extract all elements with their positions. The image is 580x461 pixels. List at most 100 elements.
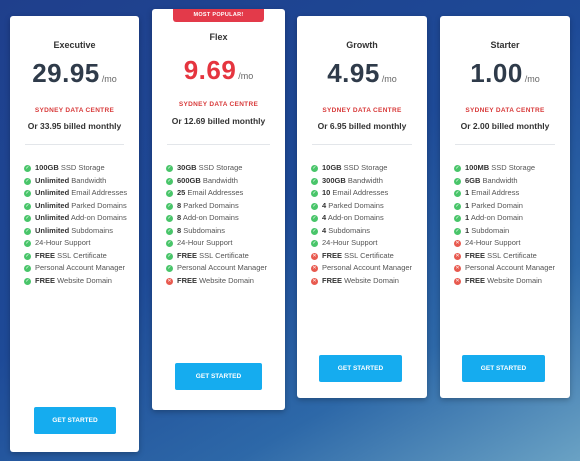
- plan-card-growth: Growth 4.95/mo SYDNEY DATA CENTRE Or 6.9…: [297, 16, 427, 398]
- feature-text: SSL Certificate: [342, 250, 394, 260]
- price-amount: 9.69: [183, 55, 237, 85]
- feature-item: ✕ FREE SSL Certificate: [454, 250, 564, 263]
- feature-item: ✓ Personal Account Manager: [24, 262, 133, 275]
- feature-highlight: FREE: [177, 275, 198, 285]
- feature-highlight: FREE: [35, 250, 56, 260]
- feature-highlight: Unlimited: [35, 213, 70, 222]
- feature-text: Bandwidth: [200, 175, 238, 185]
- feature-text: Parked Domains: [181, 200, 239, 210]
- check-icon: ✓: [24, 190, 31, 197]
- feature-text: Personal Account Manager: [177, 263, 268, 272]
- feature-highlight: 25: [177, 188, 186, 197]
- plan-price: 1.00/mo: [440, 58, 570, 89]
- price-period: /mo: [101, 74, 117, 84]
- feature-item: ✓ Unlimited Bandwidth: [24, 175, 133, 188]
- divider: [455, 144, 555, 145]
- check-icon: ✓: [24, 252, 31, 260]
- plan-name: Growth: [346, 40, 378, 50]
- check-icon: ✓: [311, 215, 318, 222]
- feature-list: ✓ 10GB SSD Storage ✓ 300GB Bandwidth ✓ 10 Ema…: [311, 162, 421, 287]
- get-started-button[interactable]: GET STARTED: [462, 355, 545, 382]
- feature-text: 24-Hour Support: [35, 238, 91, 247]
- data-centre-label: SYDNEY DATA CENTRE: [178, 101, 259, 108]
- feature-text: SSL Certificate: [485, 250, 537, 260]
- check-icon: ✓: [311, 190, 318, 197]
- feature-list: ✓ 30GB SSD Storage ✓ 600GB Bandwidth ✓ 25 Ema…: [166, 162, 279, 287]
- get-started-button[interactable]: GET STARTED: [34, 407, 116, 434]
- cross-icon: ✕: [454, 265, 461, 272]
- cross-icon: ✕: [311, 277, 318, 285]
- data-centre-label: SYDNEY DATA CENTRE: [322, 107, 402, 114]
- feature-item: ✕ FREE Website Domain: [166, 275, 279, 288]
- feature-text: SSD Storage: [58, 163, 105, 172]
- feature-highlight: Unlimited: [35, 188, 70, 197]
- feature-item: ✓ 8 Parked Domains: [166, 200, 279, 213]
- price-period: /mo: [238, 71, 254, 81]
- feature-item: ✓ 4 Subdomains: [311, 225, 421, 238]
- feature-highlight: FREE: [465, 250, 486, 260]
- feature-item: ✓ 24-Hour Support: [24, 237, 133, 250]
- feature-highlight: FREE: [35, 275, 56, 285]
- plan-name: Starter: [490, 40, 520, 50]
- feature-item: ✓ Unlimited Add-on Domains: [24, 212, 133, 225]
- feature-text: Add-on Domains: [69, 213, 127, 222]
- feature-item: ✓ 1 Add-on Domain: [454, 212, 564, 225]
- feature-text: Website Domain: [342, 275, 399, 285]
- feature-text: Subdomains: [69, 225, 113, 235]
- feature-text: Parked Domains: [326, 200, 384, 210]
- feature-text: SSD Storage: [196, 163, 243, 172]
- feature-highlight: FREE: [177, 250, 198, 260]
- feature-text: Add-on Domains: [326, 213, 384, 222]
- feature-item: ✓ 4 Add-on Domains: [311, 212, 421, 225]
- feature-highlight: 300GB: [322, 175, 346, 185]
- plan-price: 4.95/mo: [297, 58, 427, 89]
- feature-highlight: 4: [322, 213, 327, 222]
- feature-item: ✓ 1 Subdomain: [454, 225, 564, 238]
- check-icon: ✓: [24, 202, 31, 210]
- feature-item: ✓ 24-Hour Support: [311, 237, 421, 250]
- feature-item: ✓ FREE Website Domain: [24, 275, 133, 288]
- feature-text: 24-Hour Support: [465, 238, 521, 247]
- divider: [167, 144, 270, 145]
- plan-card-flex: MOST POPULAR! Flex 9.69/mo SYDNEY DATA C…: [152, 9, 285, 410]
- check-icon: ✓: [454, 215, 461, 222]
- check-icon: ✓: [311, 177, 318, 185]
- price-period: /mo: [524, 74, 540, 84]
- cross-icon: ✕: [454, 240, 461, 247]
- feature-item: ✓ 10GB SSD Storage: [311, 162, 421, 175]
- check-icon: ✓: [166, 252, 173, 260]
- billed-monthly-text: Or 6.95 billed monthly: [317, 121, 407, 131]
- feature-text: Website Domain: [197, 275, 254, 285]
- feature-highlight: 1: [465, 188, 470, 197]
- feature-highlight: 6GB: [465, 175, 481, 185]
- feature-highlight: 30GB: [177, 163, 197, 172]
- feature-item: ✓ FREE SSL Certificate: [24, 250, 133, 263]
- feature-item: ✓ 24-Hour Support: [166, 237, 279, 250]
- cross-icon: ✕: [454, 277, 461, 285]
- feature-item: ✓ Unlimited Subdomains: [24, 225, 133, 238]
- check-icon: ✓: [24, 227, 31, 235]
- feature-text: Personal Account Manager: [465, 263, 556, 272]
- data-centre-label: SYDNEY DATA CENTRE: [465, 107, 545, 114]
- feature-text: Website Domain: [485, 275, 542, 285]
- feature-text: SSL Certificate: [55, 250, 107, 260]
- get-started-button[interactable]: GET STARTED: [175, 363, 262, 390]
- feature-text: Subdomains: [181, 225, 225, 235]
- feature-item: ✓ 10 Email Addresses: [311, 187, 421, 200]
- get-started-button[interactable]: GET STARTED: [319, 355, 402, 382]
- feature-text: SSL Certificate: [197, 250, 249, 260]
- feature-item: ✕ FREE Website Domain: [454, 275, 564, 288]
- check-icon: ✓: [24, 165, 31, 172]
- feature-item: ✓ FREE SSL Certificate: [166, 250, 279, 263]
- plan-price: 29.95/mo: [10, 58, 139, 89]
- check-icon: ✓: [166, 215, 173, 222]
- feature-item: ✓ Unlimited Parked Domains: [24, 200, 133, 213]
- billed-monthly-text: Or 33.95 billed monthly: [27, 121, 122, 131]
- feature-highlight: 1: [465, 225, 470, 235]
- check-icon: ✓: [454, 165, 461, 172]
- cross-icon: ✕: [454, 252, 461, 260]
- feature-highlight: 1: [465, 213, 470, 222]
- feature-highlight: 8: [177, 200, 182, 210]
- feature-item: ✓ 300GB Bandwidth: [311, 175, 421, 188]
- feature-highlight: 8: [177, 213, 182, 222]
